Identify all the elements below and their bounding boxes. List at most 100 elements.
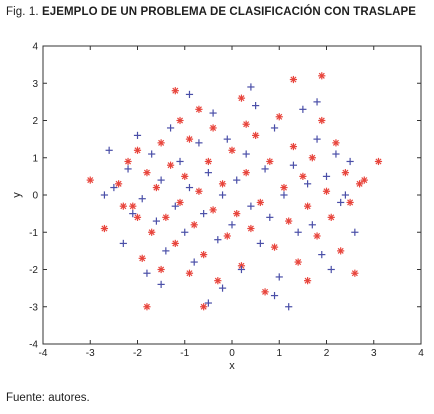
plus-marker [351,228,359,236]
asterisk-marker [119,202,127,210]
marker-stroke [252,132,259,139]
plus-marker [299,105,307,113]
marker-stroke [332,139,339,146]
asterisk-marker [289,75,298,84]
marker-stroke [238,95,245,102]
y-tick-label: 3 [32,79,38,90]
asterisk-marker [233,210,241,218]
plus-marker [124,165,132,173]
asterisk-marker [124,157,132,166]
plus-marker [313,135,321,143]
asterisk-marker [133,146,142,154]
y-axis-label: y [11,192,23,198]
marker-stroke [120,203,127,210]
asterisk-marker [285,217,293,225]
y-tick-label: 4 [32,42,38,53]
asterisk-marker [148,228,156,236]
asterisk-marker [86,176,94,184]
data-markers [86,72,383,311]
asterisk-marker [308,154,316,162]
asterisk-marker [242,169,250,177]
figure-source: Fuente: autores. [6,392,90,404]
asterisk-marker [275,113,283,121]
asterisk-marker [261,288,269,296]
asterisk-marker [289,142,298,151]
plus-marker [100,191,109,199]
marker-stroke [200,251,207,258]
y-tick-label: -3 [29,302,38,313]
marker-stroke [356,180,363,187]
marker-stroke [328,214,335,221]
plus-marker [195,139,203,147]
marker-stroke [243,121,250,128]
plus-marker [185,90,194,99]
plot-area [42,45,422,345]
marker-stroke [134,214,141,221]
asterisk-marker [266,157,274,166]
y-tick-label: 0 [32,191,38,202]
plus-marker [157,176,165,184]
marker-stroke [158,139,165,146]
marker-stroke [87,177,94,184]
asterisk-marker [280,183,288,192]
marker-stroke [290,76,297,83]
marker-stroke [200,303,207,310]
plus-marker [280,191,288,199]
plus-marker [133,131,142,139]
marker-stroke [224,232,231,239]
marker-stroke [172,87,179,94]
asterisk-marker [157,139,165,147]
asterisk-marker [133,213,142,221]
asterisk-marker [270,243,279,251]
marker-stroke [195,188,202,195]
marker-stroke [134,147,141,154]
marker-stroke [158,266,165,273]
asterisk-marker [162,213,170,221]
marker-stroke [290,143,297,150]
marker-stroke [299,173,306,180]
asterisk-marker [242,120,250,128]
plus-marker [200,210,208,218]
plus-marker [341,191,349,199]
plus-marker [223,135,231,143]
asterisk-marker [247,224,255,233]
asterisk-marker [322,187,331,195]
asterisk-marker [157,265,165,274]
plus-marker [166,124,175,132]
marker-stroke [271,244,278,251]
asterisk-marker [237,94,246,102]
marker-stroke [323,188,330,195]
marker-stroke [148,229,155,236]
asterisk-marker [360,176,368,184]
marker-stroke [143,303,150,310]
asterisk-marker [351,269,359,277]
figure-label: Fig. 1. [6,6,39,18]
asterisk-marker [200,251,208,259]
asterisk-marker [200,303,208,311]
plus-marker [162,247,170,255]
asterisk-marker [355,180,364,188]
asterisk-marker [100,224,109,233]
plus-marker [270,291,279,300]
asterisk-marker [204,157,212,166]
marker-stroke [195,106,202,113]
plus-marker [110,183,118,192]
marker-stroke [177,199,184,206]
plus-marker [332,150,340,158]
marker-stroke [304,277,311,284]
asterisk-marker [332,139,340,147]
plus-marker [247,202,255,210]
asterisk-marker [304,277,312,285]
asterisk-marker [209,124,217,132]
marker-stroke [337,247,344,254]
marker-stroke [342,169,349,176]
plus-marker [157,280,165,288]
marker-stroke [318,72,325,79]
asterisk-marker [346,198,354,207]
marker-stroke [129,203,136,210]
plus-marker [214,236,222,244]
plus-marker [138,195,146,203]
marker-stroke [186,136,193,143]
plus-marker [256,239,264,248]
